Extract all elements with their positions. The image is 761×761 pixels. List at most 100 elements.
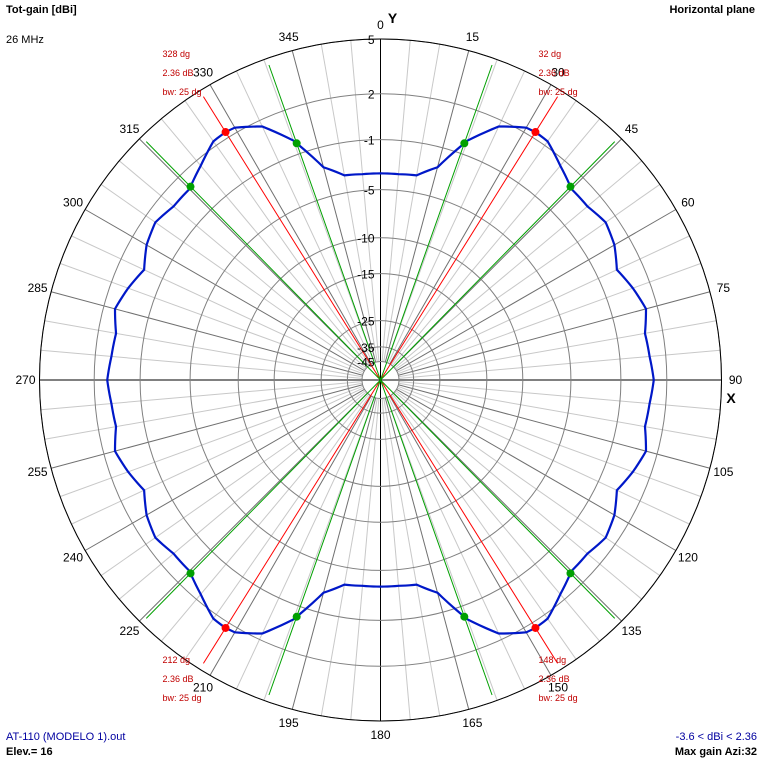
angle-label: 180: [370, 728, 390, 742]
minor-spoke: [184, 394, 371, 660]
angle-label: 225: [119, 624, 139, 638]
beamwidth-marker: [292, 612, 301, 621]
major-spoke: [393, 392, 622, 622]
minor-spoke: [40, 381, 363, 411]
minor-spoke: [394, 391, 643, 600]
beamwidth-line: [268, 64, 381, 381]
angle-label: 0: [377, 18, 384, 32]
angle-label: 330: [193, 66, 213, 80]
angle-label: 90: [729, 373, 743, 387]
minor-spoke: [71, 387, 364, 525]
minor-spoke: [235, 70, 374, 364]
major-spoke: [398, 291, 711, 376]
beamwidth-line: [380, 379, 493, 696]
minor-spoke: [398, 382, 717, 440]
minor-spoke: [100, 390, 366, 576]
minor-spoke: [118, 160, 367, 369]
pattern-layer: [106, 125, 655, 635]
angle-label: 195: [279, 716, 299, 730]
lobe-annotation: 2.36 dB: [539, 674, 570, 684]
max-direction-line: [202, 96, 381, 381]
minor-spoke: [392, 393, 601, 642]
radial-label: -35: [357, 341, 375, 355]
max-gain-marker: [221, 623, 230, 632]
minor-spoke: [350, 398, 380, 720]
minor-spoke: [263, 397, 375, 701]
minor-spoke: [397, 235, 690, 373]
chart-grid: [39, 38, 722, 722]
beamwidth-marker: [460, 612, 469, 621]
radial-label: -15: [357, 268, 375, 282]
angle-label: 285: [28, 281, 48, 295]
beamwidth-marker: [460, 139, 469, 148]
minor-spoke: [160, 118, 369, 367]
minor-spoke: [235, 396, 374, 690]
angle-label: 135: [622, 624, 642, 638]
beamwidth-line: [268, 379, 381, 696]
major-spoke: [50, 291, 363, 376]
angle-label: 75: [717, 281, 731, 295]
major-spoke: [396, 388, 677, 551]
minor-spoke: [59, 262, 364, 375]
y-axis-label: Y: [388, 10, 398, 26]
major-spoke: [396, 209, 677, 372]
angle-label: 240: [63, 551, 83, 565]
minor-spoke: [59, 385, 364, 498]
angle-label: 120: [678, 551, 698, 565]
minor-spoke: [397, 262, 702, 375]
ring--15: [273, 273, 488, 487]
ring--45: [361, 360, 400, 400]
beam-lines: [145, 64, 616, 696]
minor-spoke: [387, 70, 526, 364]
major-spoke: [209, 395, 372, 676]
radial-label: -1: [364, 134, 375, 148]
beamwidth-marker: [566, 182, 575, 191]
angle-label: 60: [681, 196, 695, 210]
angle-label: 300: [63, 196, 83, 210]
minor-spoke: [398, 381, 721, 411]
beamwidth-marker: [186, 569, 195, 578]
max-direction-line: [380, 96, 559, 381]
ring--5: [189, 189, 572, 571]
lobe-annotation: 328 dg: [162, 49, 190, 59]
radial-label: 2: [368, 88, 375, 102]
minor-spoke: [320, 44, 378, 362]
minor-spoke: [397, 385, 702, 498]
lobe-annotation: bw: 25 dg: [539, 693, 578, 703]
major-spoke: [139, 392, 368, 622]
chart-title: Tot-gain [dBi]: [6, 4, 77, 16]
max-gain-marker: [531, 623, 540, 632]
minor-spoke: [381, 398, 411, 720]
outer-ring: [39, 38, 722, 722]
angle-label: 270: [15, 373, 35, 387]
lobe-annotation: 2.36 dB: [539, 68, 570, 78]
minor-spoke: [392, 118, 601, 367]
minor-spoke: [44, 320, 363, 378]
minor-spoke: [118, 391, 367, 600]
lobe-annotation: 32 dg: [539, 49, 562, 59]
plane-label: Horizontal plane: [669, 4, 755, 16]
major-spoke: [389, 395, 552, 676]
marker-layer: [186, 128, 575, 632]
beamwidth-line: [380, 64, 493, 381]
minor-spoke: [390, 100, 577, 366]
ring--25: [320, 320, 441, 440]
angle-label: 30: [551, 66, 565, 80]
lobe-annotation: 2.36 dB: [162, 674, 193, 684]
minor-spoke: [383, 44, 441, 362]
minor-spoke: [394, 160, 643, 369]
beamwidth-marker: [566, 569, 575, 578]
minor-spoke: [263, 59, 375, 363]
file-name-label: AT-110 (MODELO 1).out: [6, 731, 126, 743]
lobe-annotation: bw: 25 dg: [539, 87, 578, 97]
gain-range-label: -3.6 < dBi < 2.36: [675, 731, 757, 743]
minor-spoke: [71, 235, 364, 373]
minor-spoke: [395, 184, 661, 370]
minor-spoke: [320, 398, 378, 716]
minor-spoke: [160, 393, 369, 642]
radial-label: -25: [357, 315, 375, 329]
angle-label: 255: [28, 465, 48, 479]
beamwidth-line: [380, 141, 616, 381]
radial-label: -10: [357, 232, 375, 246]
major-spoke: [393, 138, 622, 368]
